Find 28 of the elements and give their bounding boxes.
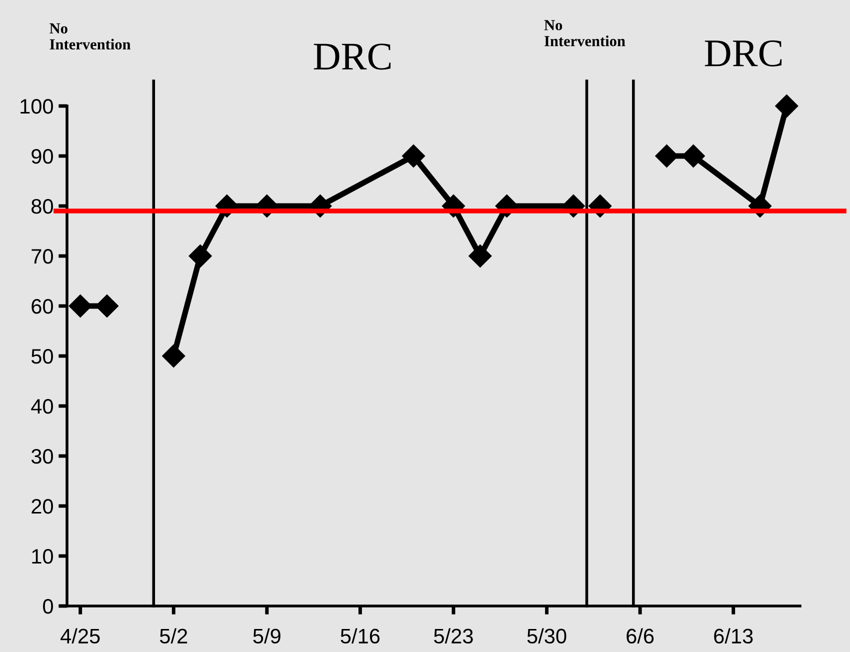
y-tick-label: 20 bbox=[32, 499, 53, 514]
y-tick-label: 40 bbox=[31, 399, 53, 414]
text: DRC bbox=[704, 40, 782, 66]
y-tick-label: 80 bbox=[32, 199, 53, 214]
y-tick-label: 60 bbox=[32, 299, 53, 314]
x-tick-label: 5/9 bbox=[253, 628, 280, 644]
y-tick-label: 100 bbox=[20, 99, 53, 114]
x-tick-label: 5/16 bbox=[340, 628, 380, 644]
point bbox=[188, 244, 212, 268]
point bbox=[468, 244, 492, 268]
y-tick-label: 30 bbox=[31, 449, 53, 464]
x-tick-label: 5/23 bbox=[434, 628, 473, 644]
text: No Intervention bbox=[50, 23, 131, 50]
y-tick-label: 10 bbox=[32, 549, 53, 564]
x-tick-label: 5/2 bbox=[160, 628, 188, 644]
y-tick-label: 0 bbox=[43, 599, 53, 614]
x-tick-label: 6/6 bbox=[626, 628, 654, 644]
point bbox=[775, 94, 798, 118]
x-tick-label: 4/25 bbox=[60, 628, 100, 644]
x-tick-label: 5/30 bbox=[527, 628, 566, 644]
y-tick-label: 70 bbox=[32, 249, 53, 264]
x-tick-label: 6/13 bbox=[714, 628, 753, 644]
point bbox=[402, 144, 426, 168]
y-tick-label: 90 bbox=[32, 149, 53, 164]
text: No Intervention bbox=[544, 20, 626, 46]
y-tick-label: 50 bbox=[31, 349, 53, 364]
text: DRC bbox=[314, 44, 391, 70]
point bbox=[162, 344, 186, 368]
